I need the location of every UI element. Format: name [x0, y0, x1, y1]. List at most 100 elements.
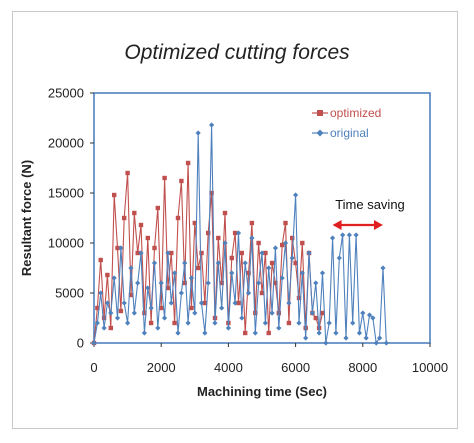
data-point-optimized — [182, 280, 187, 286]
data-point-optimized — [296, 295, 302, 301]
data-point-original — [346, 232, 352, 238]
data-point-original — [114, 315, 121, 321]
data-point-original — [98, 290, 104, 296]
chart-title: Optimized cutting forces — [124, 41, 350, 64]
data-point-original — [158, 280, 164, 286]
data-point-original — [282, 240, 289, 246]
data-point-original — [151, 260, 158, 266]
data-point-original — [313, 280, 319, 286]
x-axis: 0 2000 4000 6000 8000 10000 — [90, 343, 448, 375]
data-point-optimized — [101, 315, 107, 321]
data-point-original — [128, 265, 134, 271]
legend-marker-original — [316, 129, 324, 137]
data-point-optimized — [259, 290, 265, 296]
data-point-original — [155, 325, 161, 331]
data-point-original — [185, 320, 191, 326]
data-point-optimized — [273, 280, 278, 286]
data-point-optimized — [148, 320, 154, 326]
data-point-original — [145, 285, 151, 291]
data-point-optimized — [95, 305, 100, 311]
y-tick-label: 20000 — [48, 136, 84, 151]
x-tick-label: 0 — [90, 360, 97, 375]
data-point-optimized — [290, 235, 295, 241]
y-axis: 0 5000 10000 15000 20000 25000 — [48, 86, 94, 351]
y-tick-label: 25000 — [48, 86, 84, 101]
data-point-optimized — [199, 250, 204, 256]
data-point-optimized — [232, 230, 238, 236]
data-point-original — [239, 315, 245, 321]
data-point-original — [229, 270, 235, 276]
data-point-original — [111, 275, 117, 281]
legend-label-optimized: optimized — [330, 106, 381, 120]
series-line-original — [93, 124, 387, 345]
data-point-original — [205, 280, 211, 286]
data-point-original — [178, 290, 184, 296]
data-point-original — [356, 330, 363, 336]
data-point-original — [336, 255, 342, 261]
y-tick-label: 15000 — [48, 186, 84, 201]
data-point-original — [319, 270, 326, 276]
data-point-optimized — [152, 245, 157, 251]
data-point-optimized — [128, 292, 134, 298]
data-point-original — [353, 232, 359, 238]
data-point-original — [266, 265, 272, 271]
data-point-optimized — [216, 235, 221, 241]
data-point-original — [289, 255, 295, 261]
data-point-optimized — [175, 215, 181, 221]
data-point-original — [326, 320, 332, 326]
data-point-original — [232, 300, 238, 306]
data-point-original — [309, 310, 315, 316]
data-point-original — [165, 250, 171, 256]
data-point-original — [380, 265, 386, 271]
data-point-original — [125, 320, 131, 326]
data-point-original — [350, 320, 356, 326]
data-point-original — [249, 235, 255, 241]
data-point-original — [198, 300, 205, 306]
data-point-optimized — [138, 222, 144, 228]
data-point-optimized — [276, 310, 281, 316]
data-point-original — [242, 260, 248, 266]
data-point-original — [299, 270, 305, 276]
data-point-optimized — [185, 160, 191, 166]
data-point-optimized — [249, 220, 255, 226]
data-point-optimized — [162, 175, 167, 181]
data-point-optimized — [286, 320, 292, 326]
data-point-optimized — [105, 272, 110, 278]
data-point-optimized — [98, 257, 103, 263]
data-point-original — [209, 122, 215, 128]
time-saving-annotation: Time saving — [332, 197, 405, 230]
data-point-original — [219, 305, 225, 311]
data-point-optimized — [266, 330, 271, 336]
data-point-original — [121, 300, 127, 306]
data-point-optimized — [239, 250, 244, 256]
data-point-original — [192, 310, 198, 316]
x-tick-label: 8000 — [348, 360, 377, 375]
data-point-original — [373, 340, 379, 346]
data-point-original — [269, 310, 275, 316]
data-point-original — [360, 310, 366, 316]
data-point-original — [286, 300, 292, 306]
legend-label-original: original — [330, 126, 369, 140]
data-point-optimized — [189, 305, 194, 311]
y-tick-label: 0 — [77, 336, 84, 351]
series-group — [91, 122, 389, 346]
data-point-original — [363, 335, 369, 341]
data-point-original — [91, 340, 97, 346]
data-point-optimized — [192, 220, 197, 226]
data-point-original — [276, 325, 282, 331]
data-point-original — [316, 330, 322, 336]
data-point-optimized — [246, 270, 251, 276]
data-point-optimized — [236, 300, 241, 306]
data-point-original — [259, 250, 265, 256]
data-point-original — [215, 260, 221, 266]
y-tick-label: 10000 — [48, 236, 84, 251]
data-point-optimized — [125, 170, 130, 176]
data-point-optimized — [229, 255, 234, 261]
data-point-optimized — [219, 280, 224, 286]
data-point-original — [377, 335, 383, 341]
y-axis-title: Resultant force (N) — [19, 160, 34, 276]
data-point-optimized — [159, 305, 164, 311]
data-point-optimized — [202, 300, 208, 306]
annotation-arrowhead-right — [373, 220, 383, 230]
y-tick-label: 5000 — [55, 286, 84, 301]
